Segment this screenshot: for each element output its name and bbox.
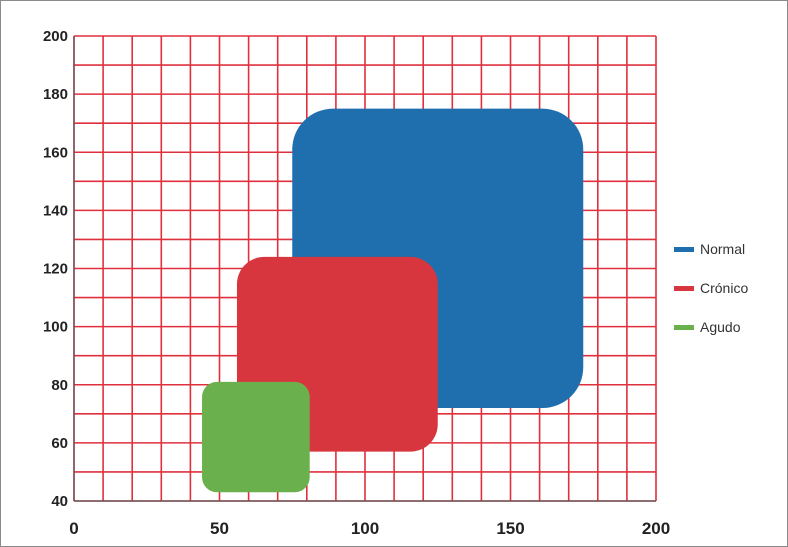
x-tick-label-150: 150 (496, 519, 524, 538)
x-tick-label-200: 200 (642, 519, 670, 538)
series-region-agudo (202, 381, 310, 493)
legend-item-normal: Normal (674, 239, 779, 259)
legend-label-agudo: Agudo (700, 319, 741, 335)
y-tick-label-80: 80 (51, 377, 68, 394)
legend-item-cronico: Crónico (674, 278, 779, 298)
legend: Normal Crónico Agudo (674, 239, 779, 356)
y-tick-label-120: 120 (43, 261, 68, 278)
x-tick-label-0: 0 (69, 519, 78, 538)
y-tick-label-140: 140 (43, 202, 68, 219)
y-tick-label-60: 60 (51, 435, 68, 452)
legend-swatch-cronico (674, 285, 694, 291)
series-regions (202, 108, 584, 493)
y-tick-label-40: 40 (51, 493, 68, 510)
legend-swatch-agudo (674, 324, 694, 330)
legend-label-normal: Normal (700, 241, 746, 257)
tick-labels: 40 60 80 100 120 140 160 180 200 0 50 100 150 200 (43, 28, 670, 538)
y-tick-label-100: 100 (43, 319, 68, 336)
y-tick-label-200: 200 (43, 28, 68, 45)
legend-label-cronico: Crónico (700, 280, 749, 296)
y-tick-label-180: 180 (43, 86, 68, 103)
axes (73, 36, 656, 502)
legend-item-agudo: Agudo (674, 317, 779, 337)
legend-swatch-normal (674, 246, 694, 252)
x-tick-label-50: 50 (210, 519, 229, 538)
y-tick-label-160: 160 (43, 144, 68, 161)
x-tick-label-100: 100 (351, 519, 379, 538)
